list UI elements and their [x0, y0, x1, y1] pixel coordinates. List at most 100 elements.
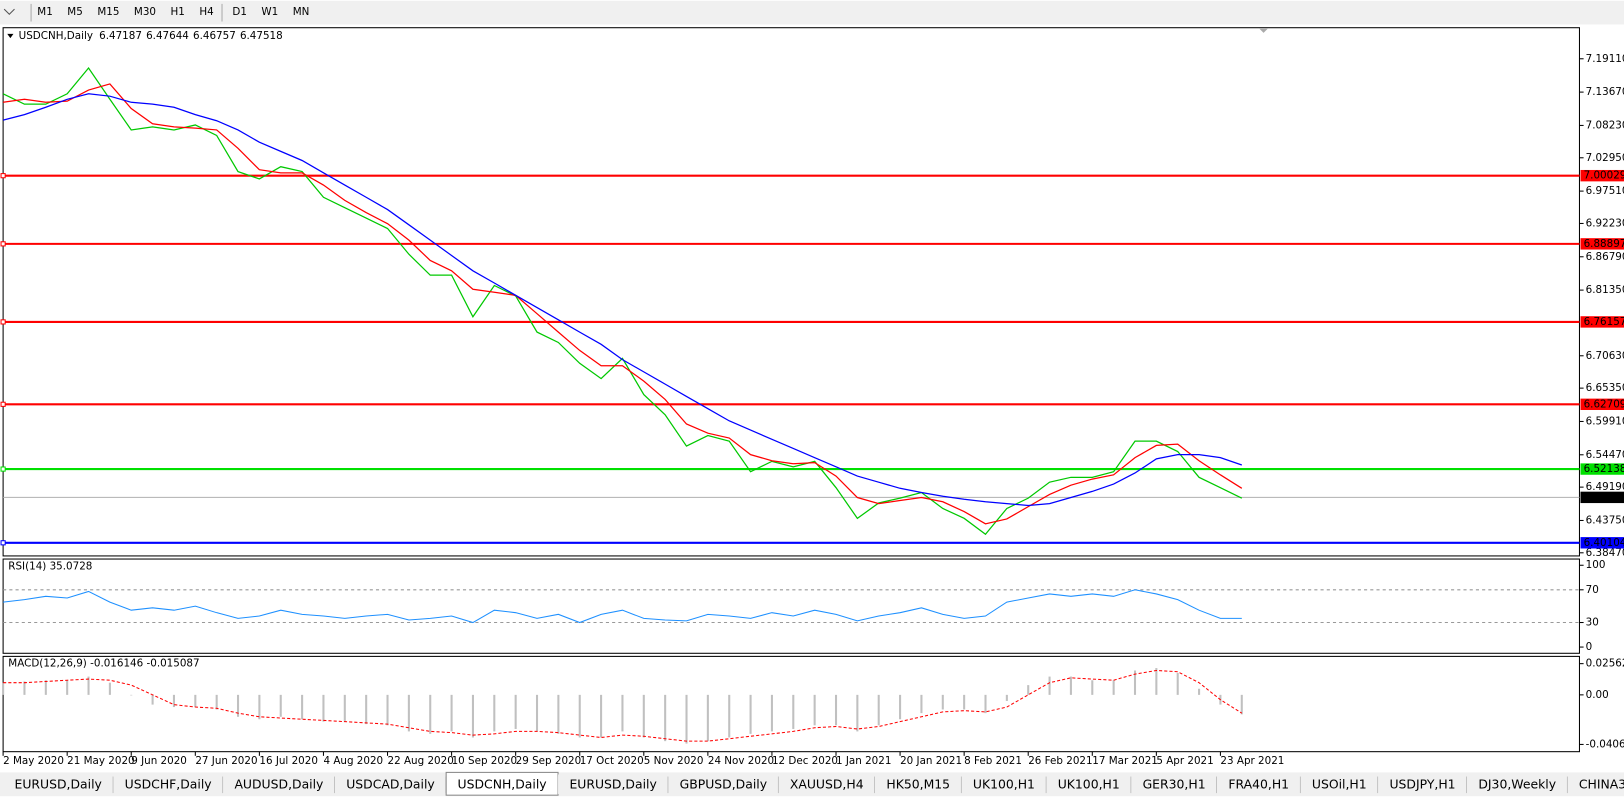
macd-bar — [66, 680, 69, 695]
tab[interactable]: XAUUSD,H4 — [778, 774, 876, 795]
y-tick-label: 6.81350 — [1586, 284, 1624, 296]
level-handle[interactable] — [0, 241, 6, 247]
macd-bar — [685, 694, 688, 744]
price-line — [2, 93, 1243, 507]
macd-bar — [172, 694, 175, 708]
toolbar-icon[interactable] — [3, 8, 15, 15]
tab[interactable]: GBPUSD,Daily — [668, 774, 779, 795]
timeframe-button[interactable]: M5 — [67, 6, 83, 18]
tab-label[interactable]: UK100,H1 — [1058, 776, 1120, 791]
timeframe-button[interactable]: H1 — [171, 6, 185, 18]
tab[interactable]: USDCHF,Daily — [113, 774, 224, 795]
macd-bar — [365, 694, 368, 725]
macd-bar — [301, 694, 304, 720]
tab[interactable]: USOil,H1 — [1300, 774, 1379, 795]
macd-bar — [1027, 685, 1030, 695]
macd-bar — [1176, 672, 1179, 695]
tab[interactable]: AUDUSD,Daily — [223, 774, 336, 795]
tab-label[interactable]: UK100,H1 — [973, 776, 1035, 791]
tab-background — [1567, 774, 1624, 795]
tab[interactable]: UK100,H1 — [1046, 774, 1132, 795]
indicator-line — [3, 589, 1242, 624]
tab-background — [1131, 774, 1217, 795]
tab-background — [668, 774, 779, 795]
x-tick-label: 16 Jul 2020 — [259, 755, 318, 767]
level-label-box — [1580, 169, 1624, 182]
rsi-title: RSI(14) 35.0728 — [8, 560, 92, 572]
x-tick-label: 26 Feb 2021 — [1028, 755, 1092, 767]
tab-label[interactable]: USDJPY,H1 — [1389, 776, 1455, 791]
macd-bar — [621, 694, 624, 732]
tab-label[interactable]: AUDUSD,Daily — [234, 776, 323, 791]
tab-label[interactable]: USOil,H1 — [1312, 776, 1367, 791]
tab-label[interactable]: FRA40,H1 — [1228, 776, 1289, 791]
tab[interactable]: CHINA300,H1 — [1567, 774, 1624, 795]
macd-title: MACD(12,26,9) -0.016146 -0.015087 — [8, 658, 199, 670]
timeframe-button[interactable]: H4 — [199, 6, 213, 18]
y-tick-label: 7.13670 — [1586, 86, 1624, 98]
tab-label[interactable]: DJ30,Weekly — [1478, 776, 1556, 791]
macd-bar — [87, 676, 90, 695]
tab-label[interactable]: HK50,M15 — [886, 776, 950, 791]
timeframe-button[interactable]: M15 — [97, 6, 119, 18]
tab[interactable]: HK50,M15 — [875, 774, 962, 795]
timeframe-button[interactable]: D1 — [232, 6, 247, 18]
level-handle[interactable] — [0, 401, 6, 407]
level-label-box — [1580, 316, 1624, 328]
x-tick-label: 8 Feb 2021 — [964, 755, 1022, 767]
macd-bar — [664, 694, 667, 742]
macd-bar — [236, 694, 240, 717]
level-handle[interactable] — [0, 540, 6, 546]
tab-label[interactable]: GER30,H1 — [1143, 776, 1206, 791]
macd-bar — [578, 694, 581, 738]
timeframe-button[interactable]: MN — [293, 6, 310, 18]
tab[interactable]: USDCNH,Daily — [445, 771, 559, 796]
tab[interactable]: USDCAD,Daily — [334, 774, 447, 795]
tab-label[interactable]: XAUUSD,H4 — [790, 776, 864, 791]
macd-bar — [834, 694, 838, 726]
tab-label[interactable]: USDCNH,Daily — [458, 776, 547, 791]
timeframe-button[interactable]: W1 — [261, 6, 278, 18]
tab-label[interactable]: USDCHF,Daily — [125, 776, 212, 791]
tab-background — [1300, 774, 1379, 795]
chart-menu-arrow[interactable] — [7, 33, 14, 39]
level-handle[interactable] — [0, 173, 6, 179]
tab[interactable]: GER30,H1 — [1131, 774, 1218, 795]
tab[interactable]: USDJPY,H1 — [1378, 774, 1468, 795]
level-label-box — [1580, 463, 1624, 475]
tab-label[interactable]: EURUSD,Daily — [569, 776, 656, 791]
tab[interactable]: EURUSD,Daily — [558, 774, 669, 795]
tab-label[interactable]: USDCAD,Daily — [346, 776, 435, 791]
tab-label[interactable]: CHINA300,H1 — [1579, 776, 1624, 791]
tab-label[interactable]: EURUSD,Daily — [15, 776, 102, 791]
macd-bar — [130, 694, 133, 696]
level-handle[interactable] — [0, 319, 6, 325]
price-line — [3, 83, 1243, 525]
timeframe-button[interactable]: M30 — [134, 6, 156, 18]
tab[interactable]: EURUSD,Daily — [3, 774, 114, 795]
level-label: 6.52138 — [1584, 463, 1624, 475]
macd-bar — [856, 694, 859, 732]
timeframe-button[interactable]: M1 — [37, 6, 53, 18]
y-tick-label: 6.38470 — [1586, 547, 1624, 559]
level-label: 6.88897 — [1584, 238, 1624, 250]
tab-label[interactable]: GBPUSD,Daily — [680, 776, 767, 791]
y-tick-label: 6.70630 — [1586, 350, 1624, 362]
macd-bar — [770, 694, 773, 732]
macd-panel — [2, 655, 1580, 753]
tab[interactable]: UK100,H1 — [961, 774, 1047, 795]
macd-bar — [279, 694, 282, 717]
x-tick-label: 22 Aug 2020 — [388, 755, 454, 767]
shift-marker — [1259, 28, 1268, 33]
tab-background — [334, 774, 447, 795]
level-handle[interactable] — [0, 466, 6, 472]
tab[interactable]: FRA40,H1 — [1216, 774, 1301, 795]
tab-background — [875, 774, 962, 795]
level-label: 6.40104 — [1584, 537, 1624, 549]
y-tick-label: 6.92230 — [1586, 217, 1624, 229]
tab-background — [113, 774, 224, 795]
tab[interactable]: DJ30,Weekly — [1466, 774, 1568, 795]
x-tick-label: 17 Oct 2020 — [580, 755, 644, 767]
macd-bar — [920, 694, 923, 714]
